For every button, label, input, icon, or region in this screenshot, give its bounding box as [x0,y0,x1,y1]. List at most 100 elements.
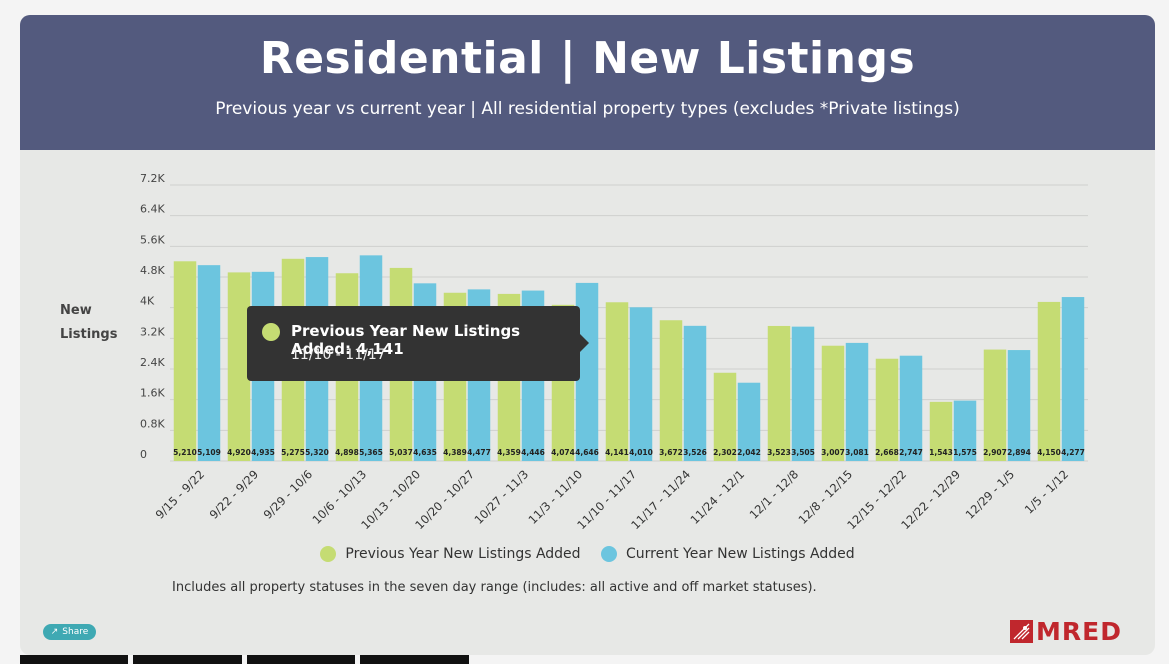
x-tick-label: 11/24 - 12/1 [687,467,747,527]
data-label: 3,007 [821,448,845,457]
data-label: 3,505 [791,448,815,457]
bar-current-year [575,282,599,461]
y-tick-label: 0 [140,448,147,461]
data-label: 5,210 [173,448,197,457]
data-label: 2,042 [737,448,761,457]
data-label: 3,081 [845,448,869,457]
x-tick-label: 12/29 - 1/5 [963,467,1018,522]
logo-mark-icon [1010,620,1033,643]
data-label: 2,747 [899,448,923,457]
chart-title: Residential | New Listings [259,33,916,84]
y-tick-label: 4K [140,295,155,308]
mred-logo: MRED [1010,617,1122,646]
data-label: 2,302 [713,448,737,457]
data-label: 4,359 [497,448,521,457]
data-label: 4,150 [1037,448,1061,457]
bar-current-year [197,265,221,461]
data-label: 2,894 [1007,448,1031,457]
data-label: 4,389 [443,448,467,457]
bar-previous-year [821,345,845,461]
chart-tooltip: Previous Year New Listings Added: 4,141 … [247,306,589,381]
bar-current-year [791,326,815,461]
bar-previous-year [1037,301,1061,461]
legend-swatch-previous-year [320,546,337,562]
data-label: 3,523 [767,448,791,457]
bar-current-year [845,342,869,461]
y-tick-label: 4.8K [140,264,165,277]
data-label: 5,365 [359,448,383,457]
bar-previous-year [875,358,899,461]
data-label: 2,907 [983,448,1007,457]
x-tick-label: 9/15 - 9/22 [153,467,208,522]
data-label: 4,898 [335,448,359,457]
legend-label-current-year: Current Year New Listings Added [626,546,855,562]
data-label: 5,275 [281,448,305,457]
footnote: Includes all property statuses in the se… [172,580,817,595]
y-tick-label: 2.4K [140,356,165,369]
tab-strip-1[interactable] [20,655,128,664]
bar-previous-year [173,261,197,461]
y-axis-label: Listings [60,327,118,342]
share-button[interactable]: ↗ Share [43,624,96,640]
bar-current-year [1061,297,1085,461]
tab-strip-4[interactable] [360,655,469,664]
tooltip-swatch [262,323,280,341]
bar-previous-year [767,325,791,461]
x-tick-label: 9/22 - 9/29 [207,467,262,522]
chart-subtitle: Previous year vs current year | All resi… [215,99,960,119]
legend-swatch-current-year [601,546,618,562]
y-tick-label: 0.8K [140,417,165,430]
data-label: 4,646 [575,448,599,457]
bar-previous-year [929,401,953,461]
bar-current-year [629,307,653,461]
data-label: 1,575 [953,448,977,457]
data-label: 5,320 [305,448,329,457]
tab-strip-3[interactable] [247,655,355,664]
data-label: 4,920 [227,448,251,457]
x-tick-label: 11/3 - 11/10 [525,467,585,527]
logo-text: MRED [1036,617,1122,646]
bar-current-year [953,400,977,461]
bar-previous-year [227,272,251,461]
y-tick-label: 5.6K [140,233,165,246]
legend-label-previous-year: Previous Year New Listings Added [345,546,581,562]
tab-strip-2[interactable] [133,655,242,664]
legend-item-previous-year[interactable]: Previous Year New Listings Added [320,546,581,562]
bar-current-year [737,382,761,461]
data-label: 4,074 [551,448,575,457]
data-label: 4,635 [413,448,437,457]
chart-header: Residential | New Listings Previous year… [20,15,1155,150]
data-label: 3,672 [659,448,683,457]
x-tick-label: 9/29 - 10/6 [261,467,316,522]
x-tick-label: 12/1 - 12/8 [747,467,802,522]
data-label: 5,037 [389,448,413,457]
share-icon: ↗ [50,627,59,637]
x-tick-label: 1/5 - 1/12 [1022,467,1071,516]
y-tick-label: 3.2K [140,325,165,338]
data-label: 1,543 [929,448,953,457]
data-label: 4,141 [605,448,629,457]
data-label: 4,010 [629,448,653,457]
x-tick-label: 10/27 - 11/3 [471,467,531,527]
legend-item-current-year[interactable]: Current Year New Listings Added [601,546,855,562]
bar-current-year [683,325,707,461]
share-label: Share [62,627,89,637]
chart-legend: Previous Year New Listings Added Current… [20,546,1155,566]
x-tick-label: 10/6 - 10/13 [309,467,369,527]
bar-previous-year [659,320,683,461]
data-label: 4,477 [467,448,491,457]
data-label: 4,446 [521,448,545,457]
y-tick-label: 1.6K [140,387,165,400]
data-label: 5,109 [197,448,221,457]
bar-previous-year [713,372,737,461]
bar-current-year [899,355,923,461]
bar-previous-year [605,302,629,461]
bar-previous-year [983,349,1007,461]
data-label: 2,668 [875,448,899,457]
tooltip-subtitle: 11/10 - 11/17 [291,347,386,363]
y-tick-label: 7.2K [140,172,165,185]
y-axis-label: New [60,303,92,318]
data-label: 3,526 [683,448,707,457]
data-label: 4,935 [251,448,275,457]
tooltip-title: Previous Year New Listings Added: 4,141 [291,322,521,358]
